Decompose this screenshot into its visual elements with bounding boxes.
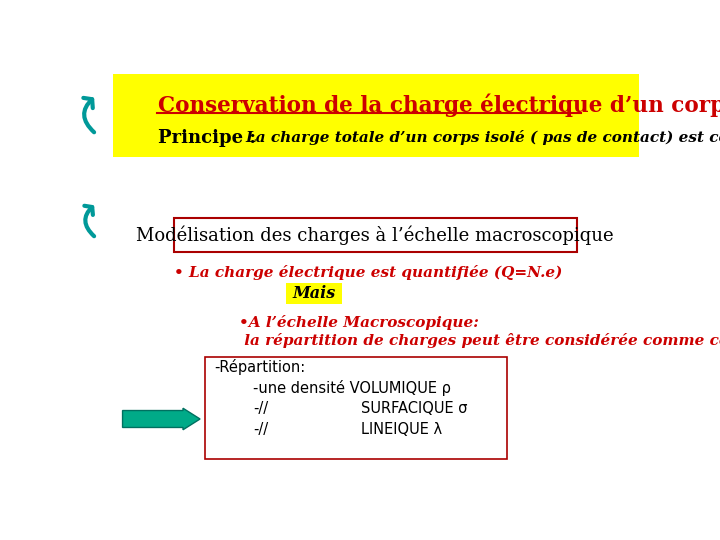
Text: Mais: Mais <box>292 285 336 302</box>
Text: •A l’échelle Macroscopique:: •A l’échelle Macroscopique: <box>239 315 479 330</box>
Text: Principe :: Principe : <box>158 129 256 147</box>
FancyArrow shape <box>122 408 200 430</box>
Text: Modélisation des charges à l’échelle macroscopique: Modélisation des charges à l’échelle mac… <box>136 226 614 246</box>
FancyBboxPatch shape <box>174 218 577 252</box>
Text: La charge totale d’un corps isolé ( pas de contact) est constante.: La charge totale d’un corps isolé ( pas … <box>245 131 720 145</box>
FancyBboxPatch shape <box>204 357 507 459</box>
FancyBboxPatch shape <box>286 284 342 303</box>
Text: la répartition de charges peut être considérée comme continue: la répartition de charges peut être cons… <box>239 333 720 348</box>
Text: -//: -// <box>253 422 268 437</box>
Text: -Répartition:: -Répartition: <box>214 360 305 375</box>
Text: • La charge électrique est quantifiée (Q=N.e): • La charge électrique est quantifiée (Q… <box>174 265 562 280</box>
FancyBboxPatch shape <box>113 74 639 157</box>
Text: -une densité VOLUMIQUE ρ: -une densité VOLUMIQUE ρ <box>253 380 451 396</box>
Text: Conservation de la charge électrique d’un corps isolé: Conservation de la charge électrique d’u… <box>158 93 720 117</box>
Text: LINEIQUE λ: LINEIQUE λ <box>361 422 442 437</box>
Text: -//: -// <box>253 402 268 416</box>
Text: SURFACIQUE σ: SURFACIQUE σ <box>361 402 468 416</box>
